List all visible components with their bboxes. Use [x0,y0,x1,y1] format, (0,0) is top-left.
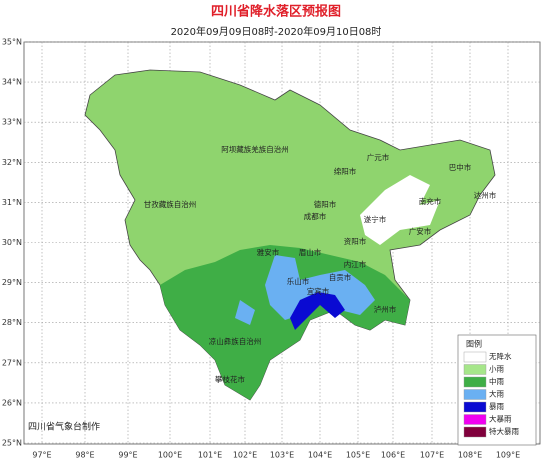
latitude-label: 33°N [2,118,22,127]
subtitle: 2020年09月09日08时-2020年09月10日08时 [171,25,382,38]
longitude-label: 105°E [346,451,370,460]
city-label: 成都市 [304,211,327,221]
city-label: 广安市 [409,226,432,236]
longitude-label: 106°E [381,451,405,460]
province-shading [84,69,496,401]
city-label: 眉山市 [299,247,322,257]
legend-label: 大暴雨 [489,414,512,424]
legend-swatch [463,376,487,388]
longitude-label: 98°E [75,451,94,460]
longitude-label: 102°E [233,451,257,460]
legend-swatch [463,426,487,438]
city-label: 凉山彝族自治州 [209,336,262,346]
legend-label: 特大暴雨 [489,426,519,436]
latitude-label: 30°N [2,238,22,247]
longitude-label: 108°E [458,451,482,460]
city-label: 宜宾市 [307,286,330,296]
longitude-label: 99°E [118,451,137,460]
longitude-label: 107°E [420,451,444,460]
credit: 四川省气象台制作 [28,421,100,433]
latitude-label: 27°N [2,358,22,367]
city-label: 乐山市 [287,276,310,286]
legend-title: 图例 [466,339,482,349]
legend-swatch [463,389,487,400]
longitude-label: 103°E [270,451,294,460]
city-label: 达州市 [474,190,497,200]
longitude-label: 104°E [308,451,332,460]
city-label: 德阳市 [314,199,337,209]
city-label: 雅安市 [257,247,280,257]
city-label: 遂宁市 [364,214,387,224]
latitude-label: 26°N [2,398,22,407]
legend-swatch [463,364,487,375]
legend-label: 无降水 [489,351,512,361]
legend-label: 大雨 [489,389,504,399]
latitude-label: 31°N [2,198,22,207]
latitude-label: 35°N [2,38,22,47]
city-label: 内江市 [344,259,367,269]
title: 四川省降水落区预报图 [211,4,341,20]
city-label: 泸州市 [374,304,397,314]
latitude-label: 34°N [2,78,22,87]
latitude-label: 28°N [2,318,22,327]
longitude-label: 100°E [158,451,182,460]
longitude-label: 97°E [32,451,51,460]
city-label: 绵阳市 [334,166,357,176]
city-label: 广元市 [367,152,390,162]
city-label: 阿坝藏族羌族自治州 [221,144,289,154]
city-label: 巴中市 [449,162,472,172]
latitude-label: 25°N [2,439,22,448]
legend-label: 中雨 [489,376,504,386]
latitude-label: 29°N [2,278,22,287]
longitude-label: 109°E [496,451,520,460]
legend-label: 暴雨 [489,402,504,411]
legend-swatch [463,401,487,413]
legend-swatch [463,351,487,363]
legend-swatch [463,414,487,425]
legend-label: 小雨 [489,365,504,374]
city-label: 攀枝花市 [215,374,245,384]
city-label: 甘孜藏族自治州 [144,199,197,209]
city-label: 自贡市 [329,272,352,282]
longitude-label: 101°E [198,451,222,460]
latitude-label: 32°N [2,158,22,167]
city-label: 南充市 [419,196,442,206]
city-label: 资阳市 [344,236,367,246]
